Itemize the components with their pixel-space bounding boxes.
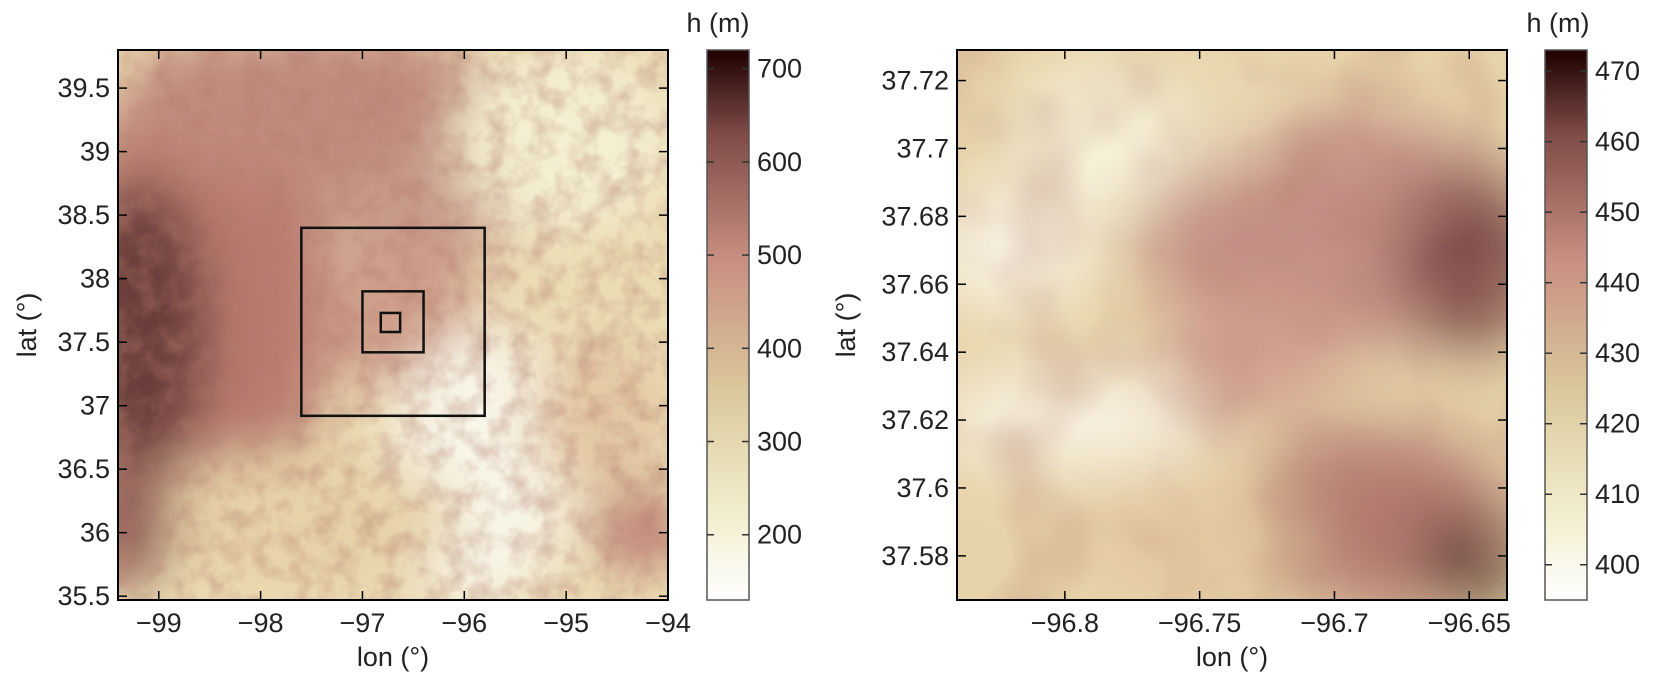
x-tick-label: −96.8 [1031, 608, 1099, 638]
colorbar-tick-label: 200 [757, 520, 802, 550]
left-xlabel: lon (°) [357, 642, 429, 672]
colorbar-tick-label: 460 [1595, 127, 1640, 157]
y-tick-label: 37 [80, 391, 110, 421]
y-tick-label: 36 [80, 518, 110, 548]
left-x-axis: −99 −98 −97 −96 −95 −94 [136, 50, 691, 638]
y-tick-label: 37.6 [896, 473, 949, 503]
left-y-axis: 35.5 36 36.5 37 37.5 38 38.5 39 39.5 [57, 73, 668, 611]
right-xlabel: lon (°) [1196, 642, 1268, 672]
colorbar-tick-label: 420 [1595, 409, 1640, 439]
left-panel: −99 −98 −97 −96 −95 −94 35.5 36 36.5 37 37.5 38 38.… [12, 8, 802, 672]
y-tick-label: 37.7 [896, 133, 949, 163]
colorbar-tick-label: 700 [757, 54, 802, 84]
right-colorbar-gradient [1544, 49, 1588, 601]
y-tick-label: 39.5 [57, 73, 110, 103]
right-plot-frame [956, 49, 1508, 601]
x-tick-label: −96.7 [1300, 608, 1368, 638]
y-tick-label: 37.62 [881, 405, 949, 435]
y-tick-label: 39 [80, 137, 110, 167]
y-tick-label: 37.68 [881, 201, 949, 231]
colorbar-tick-label: 600 [757, 147, 802, 177]
x-tick-label: −96 [441, 608, 487, 638]
right-y-axis: 37.58 37.6 37.62 37.64 37.66 37.68 37.7 37.72 [881, 66, 1507, 571]
colorbar-tick-label: 400 [1595, 550, 1640, 580]
colorbar-tick-label: 410 [1595, 479, 1640, 509]
y-tick-label: 37.5 [57, 327, 110, 357]
colorbar-tick-label: 440 [1595, 268, 1640, 298]
x-tick-label: −97 [340, 608, 386, 638]
x-tick-label: −98 [238, 608, 284, 638]
x-tick-label: −96.65 [1428, 608, 1511, 638]
x-tick-label: −99 [136, 608, 182, 638]
y-tick-label: 37.64 [881, 337, 949, 367]
colorbar-tick-label: 400 [757, 333, 802, 363]
right-panel: −96.8 −96.75 −96.7 −96.65 37.5837.637.6237.… [831, 8, 1640, 672]
left-heatmap [118, 50, 668, 600]
domain-box [379, 311, 402, 334]
x-tick-label: −96.75 [1158, 608, 1241, 638]
y-tick-label: 37.66 [881, 269, 949, 299]
y-tick-label: 35.5 [57, 581, 110, 611]
nested-domain-boxes [300, 226, 486, 418]
left-colorbar: 200 300 400 500 600 700 h (m) [687, 8, 802, 601]
colorbar-tick-label: 470 [1595, 56, 1640, 86]
y-tick-label: 37.72 [881, 66, 949, 96]
x-tick-label: −94 [645, 608, 691, 638]
left-colorbar-gradient [706, 49, 750, 601]
left-colorbar-ticks: 200 300 400 500 600 700 [707, 54, 802, 550]
right-colorbar-ticks: 400 410 420 430 440 450 460 470 [1545, 56, 1640, 580]
y-tick-label: 38 [80, 264, 110, 294]
y-tick-label: 37.58 [881, 541, 949, 571]
y-tick-label: 38.5 [57, 200, 110, 230]
colorbar-tick-label: 300 [757, 427, 802, 457]
right-x-axis: −96.8 −96.75 −96.7 −96.65 [1031, 50, 1511, 638]
right-colorbar: 400 410 420 430 440 450 460 470 h (m) [1527, 8, 1640, 601]
domain-box [361, 290, 425, 354]
left-ylabel: lat (°) [12, 293, 42, 358]
x-tick-label: −95 [543, 608, 589, 638]
domain-box [300, 226, 486, 418]
colorbar-tick-label: 500 [757, 240, 802, 270]
right-colorbar-title: h (m) [1527, 8, 1590, 38]
colorbar-tick-label: 450 [1595, 197, 1640, 227]
right-ylabel: lat (°) [831, 293, 861, 358]
left-colorbar-title: h (m) [687, 8, 750, 38]
right-heatmap [957, 50, 1507, 600]
y-tick-label: 36.5 [57, 454, 110, 484]
left-plot-frame [117, 49, 669, 601]
colorbar-tick-label: 430 [1595, 338, 1640, 368]
